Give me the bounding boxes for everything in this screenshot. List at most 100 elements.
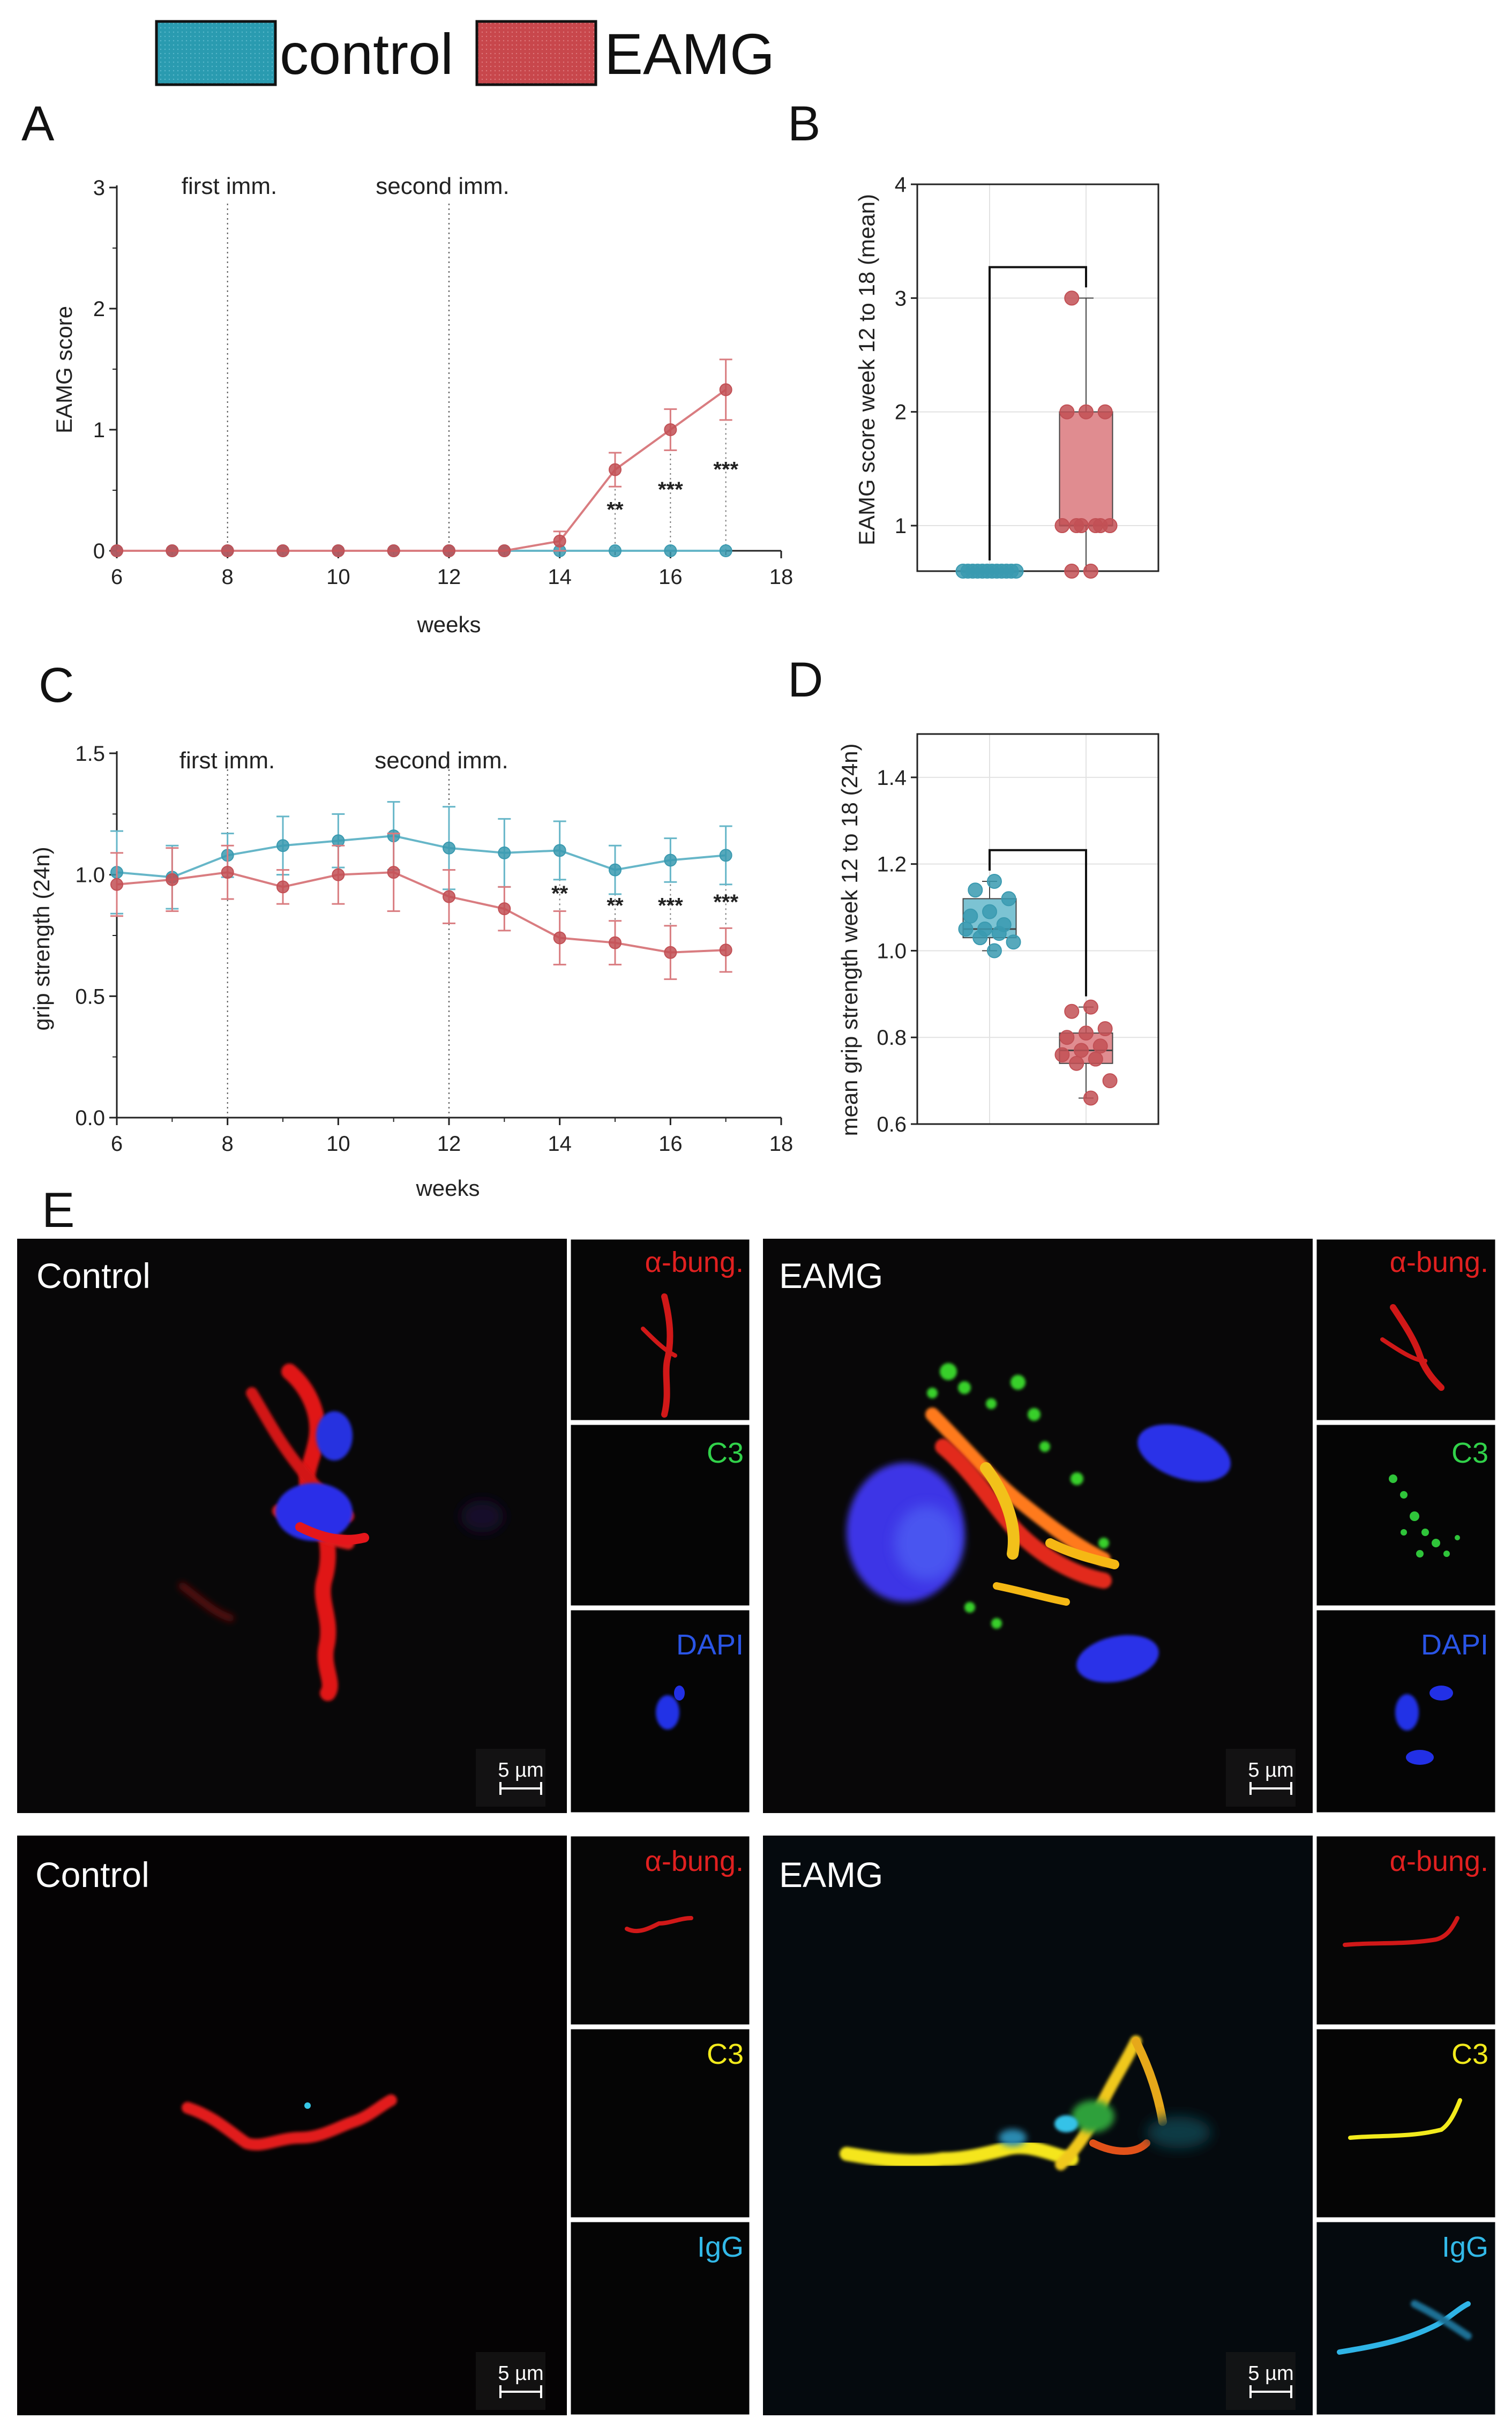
inset-box-3 <box>569 2220 751 2416</box>
micrograph-row1-eamg <box>763 1238 1497 1814</box>
plot-frame-border <box>916 733 1159 1125</box>
data-point-control <box>1008 564 1024 579</box>
micrograph-main-image <box>17 1836 567 2415</box>
inset-label-r1c-2: C3 <box>707 1437 744 1469</box>
inset-box-2 <box>1315 2027 1497 2219</box>
panel-letter-c: C <box>39 658 74 713</box>
micrograph-row2-eamg <box>763 1835 1497 2416</box>
data-point-EAMG <box>1064 564 1080 579</box>
y-tick-label: 0.8 <box>877 1026 907 1050</box>
x-tick-label: 16 <box>658 1132 683 1156</box>
x-tick-label: 14 <box>548 565 572 589</box>
inset-label-r2c-3: IgG <box>697 2231 744 2263</box>
data-point-EAMG <box>1097 404 1113 420</box>
data-point-EAMG <box>719 383 732 396</box>
y-tick-label: 3 <box>93 176 105 200</box>
data-point-EAMG <box>387 544 400 557</box>
data-point-EAMG <box>664 946 677 959</box>
significance-stars: *** <box>658 478 683 501</box>
inset-box-2 <box>569 2027 751 2219</box>
panel-c-line-chart: grip strength (24n) weeks first imm. sec… <box>29 742 793 1201</box>
panel-a-line-chart: EAMG score weeks first imm. second imm. … <box>51 173 793 637</box>
legend-label-control: control <box>280 21 453 86</box>
data-point-EAMG <box>443 890 455 903</box>
x-tick-label: 12 <box>437 1132 461 1156</box>
legend-swatch-eamg <box>475 20 597 86</box>
fluorescence-signal <box>178 1364 504 1701</box>
inset-label-r2c-1: α-bung. <box>645 1845 744 1877</box>
y-tick-label: 1.4 <box>877 766 907 790</box>
data-point-control <box>609 863 622 877</box>
data-point-EAMG <box>1074 518 1089 534</box>
panel-c-ylabel: grip strength (24n) <box>29 847 54 1030</box>
significance-stars: ** <box>607 498 624 521</box>
data-point-control <box>982 904 997 919</box>
data-point-control <box>719 849 732 862</box>
y-tick-label: 2 <box>895 401 907 424</box>
data-point-EAMG <box>166 544 179 557</box>
data-point-control <box>664 853 677 867</box>
y-tick-label: 1.0 <box>75 864 105 887</box>
data-point-control <box>276 839 289 852</box>
inset-box-2 <box>1315 1423 1497 1607</box>
inset-label-r1c-3: DAPI <box>676 1629 744 1661</box>
inset-box-1 <box>569 1835 751 2026</box>
data-point-EAMG <box>1083 1090 1098 1106</box>
data-point-EAMG <box>1059 1030 1075 1045</box>
micrograph-title-row2-eamg: EAMG <box>779 1855 883 1895</box>
data-point-control <box>968 882 983 898</box>
y-tick-label: 2 <box>93 297 105 321</box>
panel-letter-a: A <box>21 96 55 151</box>
x-tick-label: 8 <box>222 565 234 589</box>
data-point-EAMG <box>276 544 289 557</box>
y-tick-label: 3 <box>895 287 907 310</box>
inset-label-r2e-3: IgG <box>1442 2231 1488 2263</box>
legend-swatch-control <box>155 20 277 86</box>
y-tick-label: 1.2 <box>877 853 907 877</box>
scale-bar-r1e: 5 µm <box>1226 1749 1296 1807</box>
x-tick-label: 18 <box>769 1132 794 1156</box>
plot-frame-border <box>916 183 1159 572</box>
significance-stars: ** <box>607 894 624 918</box>
data-point-EAMG <box>664 423 677 436</box>
panel-letter-e: E <box>42 1183 74 1238</box>
data-point-EAMG <box>1054 1047 1070 1062</box>
legend-label-eamg: EAMG <box>604 21 775 86</box>
y-tick-label: 0 <box>93 540 105 563</box>
y-tick-label: 4 <box>895 173 907 197</box>
data-point-EAMG <box>1092 518 1108 534</box>
inset-box-2 <box>569 1423 751 1607</box>
series-line-EAMG <box>117 388 727 552</box>
x-tick-label: 12 <box>437 565 461 589</box>
data-point-EAMG <box>1064 1004 1080 1019</box>
data-point-EAMG <box>110 544 123 557</box>
y-tick-label: 1 <box>895 514 907 538</box>
scale-bar-r2e: 5 µm <box>1226 2352 1296 2410</box>
x-tick-label: 10 <box>326 565 350 589</box>
data-point-EAMG <box>1097 1021 1113 1037</box>
y-tick-label: 0.0 <box>75 1106 105 1130</box>
panel-a-annotation-first: first imm. <box>182 173 277 199</box>
svg-text:5 µm: 5 µm <box>1248 2362 1293 2385</box>
data-point-EAMG <box>110 878 123 891</box>
data-point-EAMG <box>332 544 345 557</box>
data-point-control <box>719 544 732 557</box>
micrograph-row1-control <box>17 1238 751 1814</box>
panel-d-ylabel: mean grip strength week 12 to 18 (24n) <box>837 743 862 1136</box>
x-tick-label: 14 <box>548 1132 572 1156</box>
inset-label-r1e-1: α-bung. <box>1390 1246 1488 1278</box>
data-point-control <box>1006 934 1021 950</box>
panel-letter-b: B <box>788 96 820 151</box>
data-point-control <box>498 846 511 859</box>
data-point-control <box>553 844 566 857</box>
data-point-EAMG <box>609 936 622 949</box>
data-point-EAMG <box>387 866 400 879</box>
data-point-control <box>443 841 455 855</box>
inset-box-3 <box>1315 2220 1497 2416</box>
inset-label-r2c-2: C3 <box>707 2038 744 2070</box>
scale-bar-r1c: 5 µm <box>476 1749 545 1807</box>
significance-stars: *** <box>658 894 683 918</box>
panel-a-ylabel: EAMG score <box>51 306 77 433</box>
data-point-control <box>986 943 1002 959</box>
